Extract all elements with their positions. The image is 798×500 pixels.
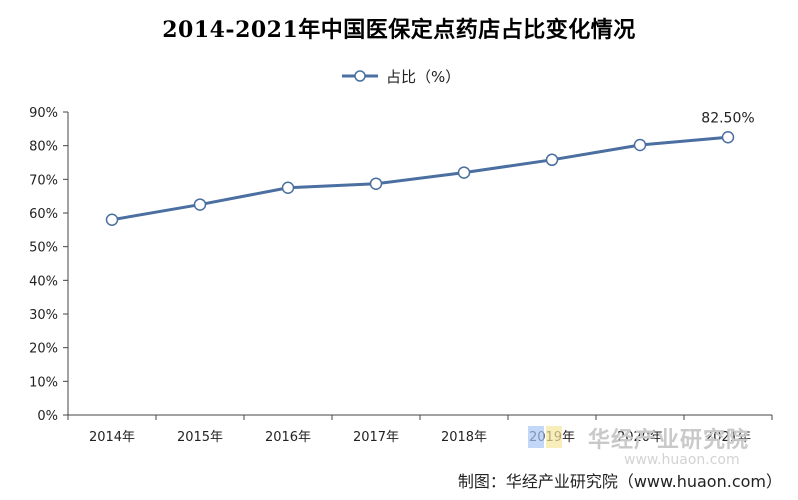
series-line [111, 135, 729, 222]
y-tick-label: 40% [29, 274, 58, 289]
x-tick-label: 2019年 [529, 430, 575, 445]
data-label: 82.50% [701, 110, 754, 126]
data-point [721, 131, 735, 144]
y-tick-label: 30% [29, 308, 58, 323]
data-point [193, 198, 207, 211]
y-tick-label: 80% [29, 140, 58, 155]
data-point [281, 181, 295, 194]
y-tick-label: 20% [29, 342, 58, 357]
y-tick-label: 50% [29, 241, 58, 256]
x-tick-label: 2020年 [617, 430, 663, 445]
x-tick-label: 2021年 [705, 430, 751, 445]
x-tick-label: 2014年 [89, 430, 135, 445]
legend: 占比（%） [340, 66, 460, 86]
legend-marker-icon [342, 70, 378, 82]
data-point [545, 153, 559, 167]
y-tick-label: 0% [37, 409, 58, 424]
x-tick-label: 2017年 [353, 430, 399, 445]
data-point [457, 166, 471, 179]
y-tick-label: 90% [29, 106, 58, 121]
y-tick-label: 10% [29, 375, 58, 390]
data-point [105, 213, 119, 226]
data-point [633, 138, 647, 152]
legend-label: 占比（%） [386, 67, 461, 86]
x-tick-label: 2016年 [265, 430, 311, 445]
chart-title: 2014-2021年中国医保定点药店占比变化情况 [162, 17, 636, 43]
data-point [369, 177, 383, 190]
y-tick-label: 70% [29, 173, 58, 188]
x-tick-label: 2015年 [177, 430, 223, 445]
credit-text: 制图：华经产业研究院（www.huaon.com） [457, 472, 782, 491]
y-tick-label: 60% [29, 207, 58, 222]
x-tick-label: 2018年 [441, 430, 487, 445]
